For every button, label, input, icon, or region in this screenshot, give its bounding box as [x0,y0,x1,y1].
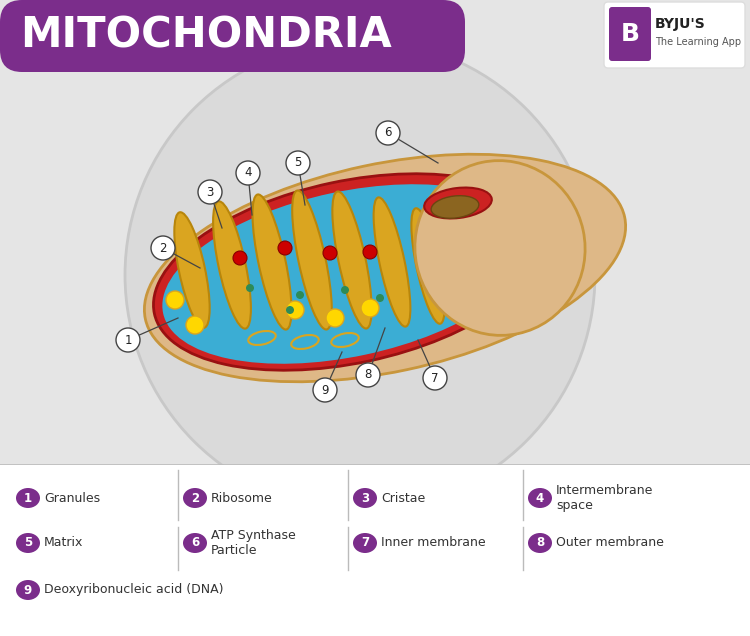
Ellipse shape [332,191,372,329]
Circle shape [186,316,204,334]
Text: B: B [620,22,640,46]
Ellipse shape [162,184,534,364]
Circle shape [233,251,247,265]
Ellipse shape [292,191,332,329]
Ellipse shape [528,488,552,508]
Ellipse shape [528,533,552,553]
Text: Granules: Granules [44,492,100,504]
Ellipse shape [183,533,207,553]
Circle shape [356,363,380,387]
Text: Inner membrane: Inner membrane [381,537,486,550]
Ellipse shape [16,533,40,553]
Circle shape [166,291,184,309]
Text: 4: 4 [536,492,544,504]
FancyBboxPatch shape [0,465,750,636]
Text: 7: 7 [361,537,369,550]
Ellipse shape [183,488,207,508]
Circle shape [323,246,337,260]
Ellipse shape [424,188,492,218]
FancyBboxPatch shape [604,2,745,68]
Circle shape [361,299,379,317]
Text: 5: 5 [24,537,32,550]
Text: 6: 6 [384,127,392,139]
Ellipse shape [415,161,585,335]
Text: Particle: Particle [211,544,257,558]
Text: ATP Synthase: ATP Synthase [211,530,296,543]
Circle shape [246,284,254,292]
Text: 8: 8 [364,368,372,382]
Circle shape [286,306,294,314]
Text: 5: 5 [294,156,302,170]
Text: 3: 3 [206,186,214,198]
Text: 4: 4 [244,167,252,179]
Ellipse shape [253,195,292,329]
Text: Cristae: Cristae [381,492,425,504]
Circle shape [296,291,304,299]
Ellipse shape [154,174,547,370]
Text: 6: 6 [190,537,200,550]
Ellipse shape [16,580,40,600]
Circle shape [341,286,349,294]
Circle shape [423,366,447,390]
Circle shape [363,245,377,259]
Text: Ribosome: Ribosome [211,492,273,504]
Text: 7: 7 [431,371,439,385]
Text: MITOCHONDRIA: MITOCHONDRIA [20,15,392,57]
Ellipse shape [374,197,410,327]
Circle shape [198,180,222,204]
Circle shape [376,121,400,145]
Text: 9: 9 [24,583,32,597]
Text: 9: 9 [321,384,328,396]
Ellipse shape [16,488,40,508]
Text: The Learning App: The Learning App [655,37,741,47]
Ellipse shape [353,533,377,553]
Circle shape [116,328,140,352]
Text: Matrix: Matrix [44,537,83,550]
Circle shape [278,241,292,255]
Ellipse shape [411,208,445,324]
Text: 3: 3 [361,492,369,504]
Ellipse shape [353,488,377,508]
Circle shape [313,378,337,402]
Text: 1: 1 [24,492,32,504]
Text: Intermembrane: Intermembrane [556,485,653,497]
FancyBboxPatch shape [609,7,651,61]
Circle shape [286,301,304,319]
Circle shape [151,236,175,260]
Circle shape [326,309,344,327]
Text: 2: 2 [191,492,199,504]
Circle shape [376,294,384,302]
Text: Outer membrane: Outer membrane [556,537,664,550]
Text: 1: 1 [124,333,132,347]
Text: Deoxyribonucleic acid (DNA): Deoxyribonucleic acid (DNA) [44,583,224,597]
Ellipse shape [431,196,478,218]
Ellipse shape [213,202,251,329]
Circle shape [236,161,260,185]
Ellipse shape [145,155,626,382]
Ellipse shape [174,212,210,328]
Text: 2: 2 [159,242,166,254]
Text: space: space [556,499,592,513]
Circle shape [286,151,310,175]
Circle shape [125,40,595,510]
FancyBboxPatch shape [0,0,465,72]
Text: 8: 8 [536,537,544,550]
Text: BYJU'S: BYJU'S [655,17,706,31]
